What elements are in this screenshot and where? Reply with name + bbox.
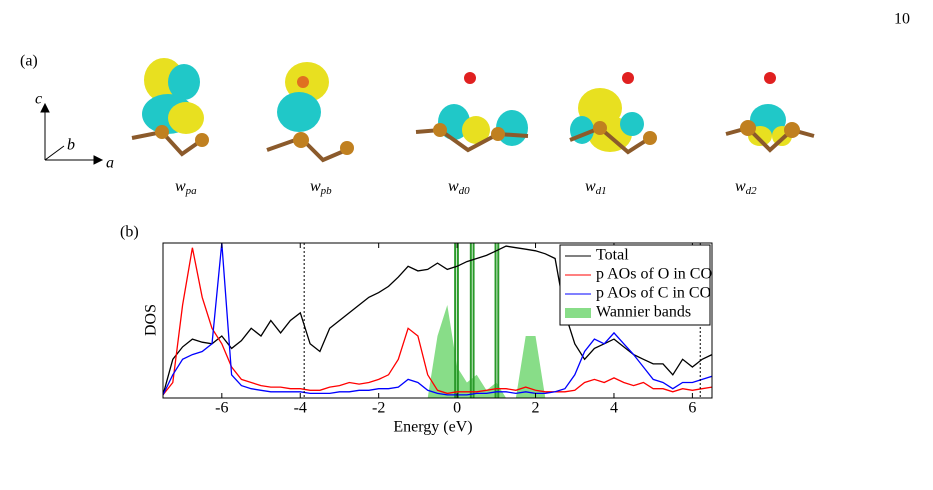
legend-label: Wannier bands [596, 304, 691, 321]
orbital-symbol: w [585, 178, 596, 195]
x-tick-label: 4 [610, 400, 618, 417]
orbital-label: wpa [175, 178, 197, 197]
orbital-symbol: w [448, 178, 459, 195]
x-tick-label: 6 [688, 400, 696, 417]
x-tick-label: -2 [372, 400, 385, 417]
panel-label: (b) [120, 224, 139, 241]
y-axis-label: DOS [143, 304, 160, 336]
legend-swatch [565, 308, 591, 318]
area [163, 305, 712, 398]
x-tick-label: -6 [215, 400, 228, 417]
page-number: 10 [894, 11, 910, 28]
orbital-label: wd2 [735, 178, 757, 197]
legend-label: p AOs of O in CO [596, 266, 712, 283]
orbital-label: wd0 [448, 178, 470, 197]
orbital-symbol: w [735, 178, 746, 195]
orbital-subscript: pa [185, 185, 198, 197]
line [163, 247, 712, 396]
orbital-subscript: d2 [746, 185, 758, 197]
plot-frame [162, 242, 713, 399]
legend-label: Total [596, 247, 629, 264]
orbital-subscript: pb [320, 185, 333, 197]
line [163, 245, 712, 396]
x-axis-label: Energy (eV) [393, 419, 472, 436]
axis-a: a [106, 155, 114, 172]
orbital-label: wd1 [585, 178, 607, 197]
legend-label: p AOs of C in CO [596, 285, 711, 302]
x-tick-label: 0 [453, 400, 461, 417]
axes-glyph [40, 102, 104, 165]
orbital-subscript: d1 [596, 185, 607, 197]
axis-b: b [67, 137, 75, 154]
x-tick-label: -4 [294, 400, 307, 417]
orbital-symbol: w [310, 178, 321, 195]
orbital-label: wpb [310, 178, 332, 197]
orbital-symbol: w [175, 178, 186, 195]
orbital-images [131, 58, 815, 163]
line [163, 243, 712, 396]
x-tick-label: 2 [532, 400, 540, 417]
panel-label: (a) [20, 53, 38, 70]
axis-c: c [35, 91, 42, 108]
orbital-subscript: d0 [459, 185, 471, 197]
